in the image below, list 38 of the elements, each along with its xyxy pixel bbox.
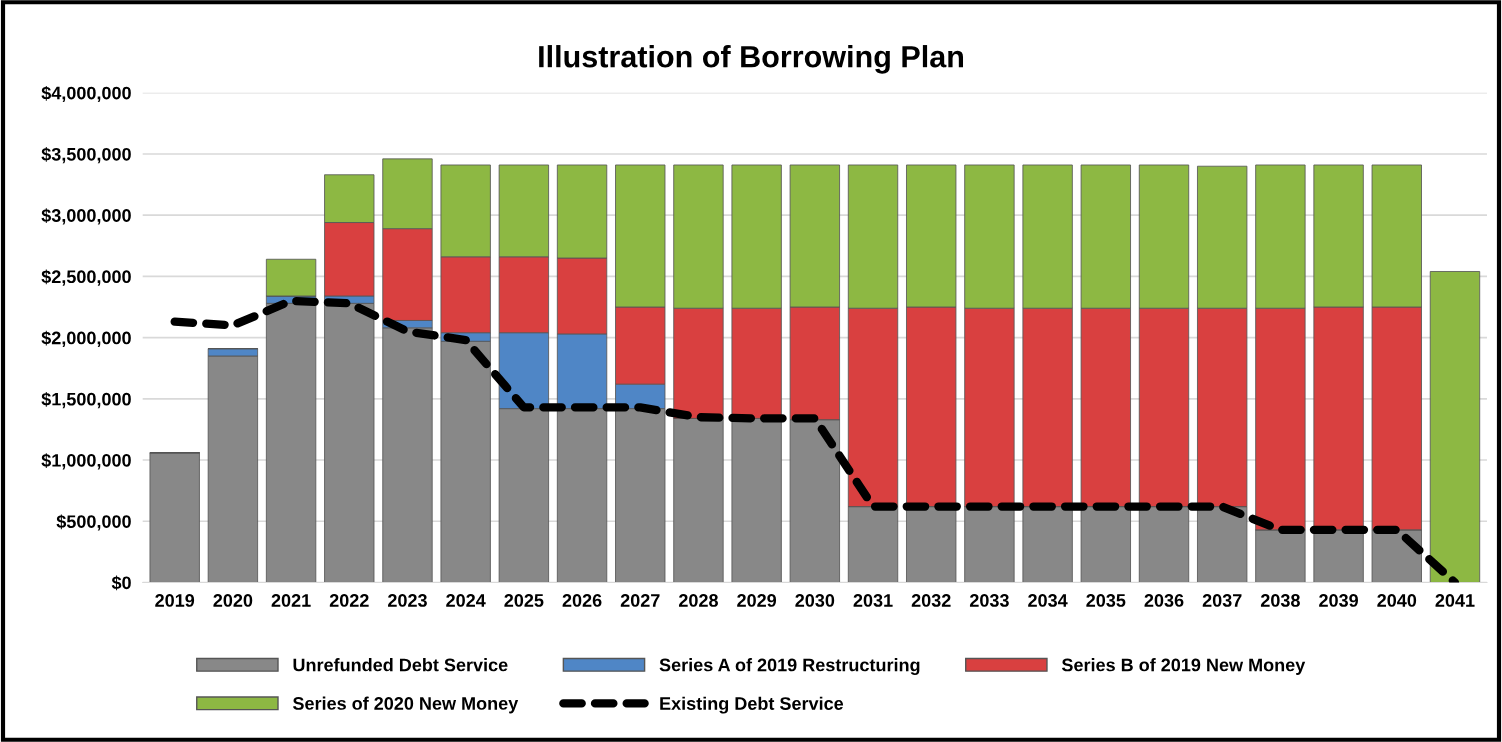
y-tick-label: $1,000,000 [41, 453, 131, 470]
x-tick-label: 2025 [504, 594, 544, 607]
legend-label: Series B of 2019 New Money [1061, 658, 1306, 675]
chart-title: Illustration of Borrowing Plan [539, 45, 964, 74]
x-tick-label: 2024 [446, 594, 486, 607]
x-tick-label: 2027 [620, 594, 660, 607]
y-tick-label: $3,000,000 [41, 208, 131, 225]
x-tick-label: 2023 [388, 594, 427, 607]
x-tick-label: 2029 [737, 594, 777, 607]
x-tick-label: 2033 [969, 594, 1009, 607]
x-tick-label: 2019 [155, 594, 195, 607]
x-tick-label: 2040 [1377, 594, 1417, 607]
x-tick-label: 2037 [1202, 594, 1242, 607]
y-tick-label: $500,000 [56, 514, 131, 531]
legend-label: Unrefunded Debt Service [293, 658, 508, 672]
x-tick-label: 2030 [795, 594, 835, 607]
x-tick-label: 2041 [1435, 594, 1475, 607]
x-tick-label: 2022 [329, 594, 369, 607]
legend-label: Series of 2020 New Money [292, 696, 519, 714]
legend-label: Existing Debt Service [660, 696, 844, 714]
x-tick-label: 2028 [678, 594, 718, 607]
x-tick-label: 2032 [911, 594, 951, 607]
x-tick-label: 2031 [853, 594, 893, 607]
y-tick-label: $1,500,000 [41, 391, 131, 409]
y-tick-label: $3,500,000 [41, 147, 131, 164]
legend-label: Series A of 2019 Restructuring [659, 658, 920, 675]
x-tick-label: 2038 [1260, 594, 1300, 607]
x-tick-label: 2035 [1086, 594, 1126, 607]
y-tick-label: $0 [111, 575, 131, 591]
x-tick-label: 2039 [1319, 594, 1358, 607]
x-tick-label: 2026 [562, 594, 602, 607]
y-tick-label: $2,000,000 [41, 330, 131, 347]
x-tick-label: 2020 [213, 594, 253, 607]
y-tick-label: $4,000,000 [41, 85, 131, 103]
x-tick-label: 2034 [1028, 594, 1068, 607]
y-tick-label: $2,500,000 [41, 269, 131, 286]
x-tick-label: 2036 [1144, 594, 1184, 607]
x-tick-label: 2021 [271, 594, 311, 607]
